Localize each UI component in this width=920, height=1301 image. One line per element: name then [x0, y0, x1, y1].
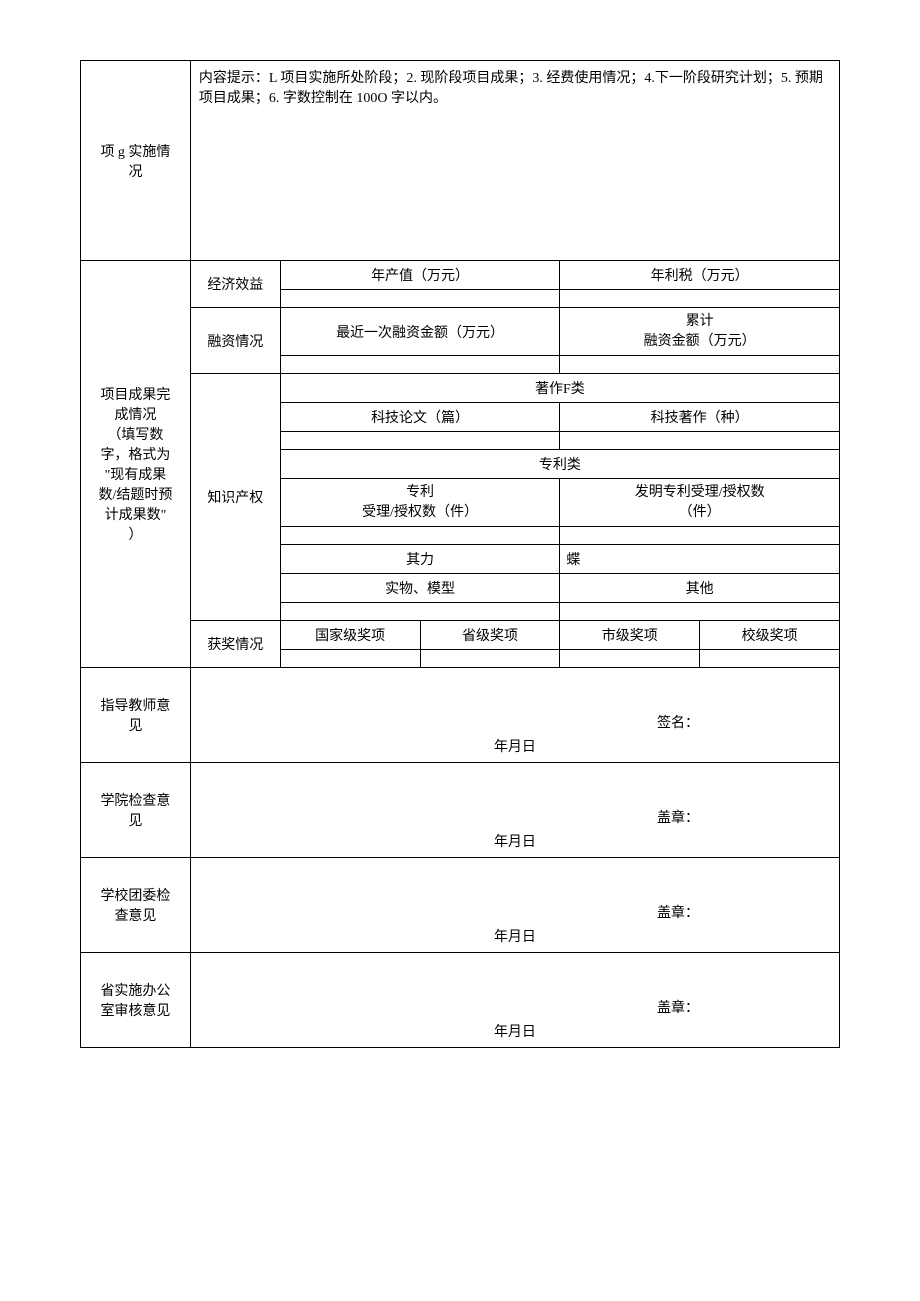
form-table: 项 g 实施情 况 内容提示：L 项目实施所处阶段；2. 现阶段项目成果；3. …	[80, 60, 840, 1048]
teacher-opinion-label: 指导教师意 见	[81, 668, 191, 763]
finance-col2-l2: 融资金额（万元）	[566, 332, 833, 352]
ip-patent-header: 专利类	[280, 450, 839, 479]
award-city: 市级奖项	[560, 621, 700, 650]
results-label: 项目成果完 成情况 （填写数 字，格式为 "现有成果 数/结题时预 计成果数" …	[81, 261, 191, 668]
ip-book-val	[560, 432, 840, 450]
ip-paper-val	[280, 432, 560, 450]
ip-other: 其他	[560, 574, 840, 603]
ip-book: 科技著作（种）	[560, 403, 840, 432]
finance-label: 融资情况	[190, 308, 280, 374]
ip-patent-val	[280, 527, 560, 545]
ip-paper: 科技论文（篇）	[280, 403, 560, 432]
teacher-opinion-cell: 签名： 年月日	[190, 668, 839, 763]
impl-status-label: 项 g 实施情 况	[81, 61, 191, 261]
award-provincial: 省级奖项	[420, 621, 560, 650]
ip-physical: 实物、模型	[280, 574, 560, 603]
college-sign: 盖章：	[657, 807, 699, 827]
office-sign: 盖章：	[657, 997, 699, 1017]
college-opinion-label: 学院检查意 见	[81, 763, 191, 858]
impl-status-hint: 内容提示：L 项目实施所处阶段；2. 现阶段项目成果；3. 经费使用情况；4.下…	[190, 61, 839, 261]
ip-invention: 发明专利受理/授权数 （件）	[560, 479, 840, 527]
award-national-val	[280, 650, 420, 668]
ip-other-header-r: 蝶	[560, 545, 840, 574]
ip-author-header: 著作F类	[280, 374, 839, 403]
awards-label: 获奖情况	[190, 621, 280, 668]
ip-other-val	[560, 603, 840, 621]
ip-label: 知识产权	[190, 374, 280, 621]
office-opinion-cell: 盖章： 年月日	[190, 953, 839, 1048]
youth-date: 年月日	[494, 926, 536, 946]
award-provincial-val	[420, 650, 560, 668]
youth-opinion-cell: 盖章： 年月日	[190, 858, 839, 953]
youth-sign: 盖章：	[657, 902, 699, 922]
teacher-date: 年月日	[494, 736, 536, 756]
award-city-val	[560, 650, 700, 668]
award-national: 国家级奖项	[280, 621, 420, 650]
ip-other-header-l: 其力	[280, 545, 560, 574]
econ-col1: 年产值（万元）	[280, 261, 560, 290]
ip-patent-auth-l2: 受理/授权数（件）	[287, 503, 554, 523]
ip-invention-val	[560, 527, 840, 545]
econ-val2	[560, 290, 840, 308]
finance-val2	[560, 356, 840, 374]
econ-col2: 年利税（万元）	[560, 261, 840, 290]
finance-val1	[280, 356, 560, 374]
youth-opinion-label: 学校团委检 查意见	[81, 858, 191, 953]
college-opinion-cell: 盖章： 年月日	[190, 763, 839, 858]
college-date: 年月日	[494, 831, 536, 851]
finance-col2: 累计 融资金额（万元）	[560, 308, 840, 356]
econ-label: 经济效益	[190, 261, 280, 308]
award-school-val	[700, 650, 840, 668]
office-opinion-label: 省实施办公 室审核意见	[81, 953, 191, 1048]
ip-physical-val	[280, 603, 560, 621]
finance-col2-l1: 累计	[566, 312, 833, 332]
finance-col1: 最近一次融资金额（万元）	[280, 308, 560, 356]
office-date: 年月日	[494, 1021, 536, 1041]
econ-val1	[280, 290, 560, 308]
ip-invention-l1: 发明专利受理/授权数	[566, 483, 833, 503]
award-school: 校级奖项	[700, 621, 840, 650]
ip-invention-l2: （件）	[566, 503, 833, 523]
teacher-sign: 签名：	[657, 712, 699, 732]
ip-patent-auth: 专利 受理/授权数（件）	[280, 479, 560, 527]
ip-patent-auth-l1: 专利	[287, 483, 554, 503]
